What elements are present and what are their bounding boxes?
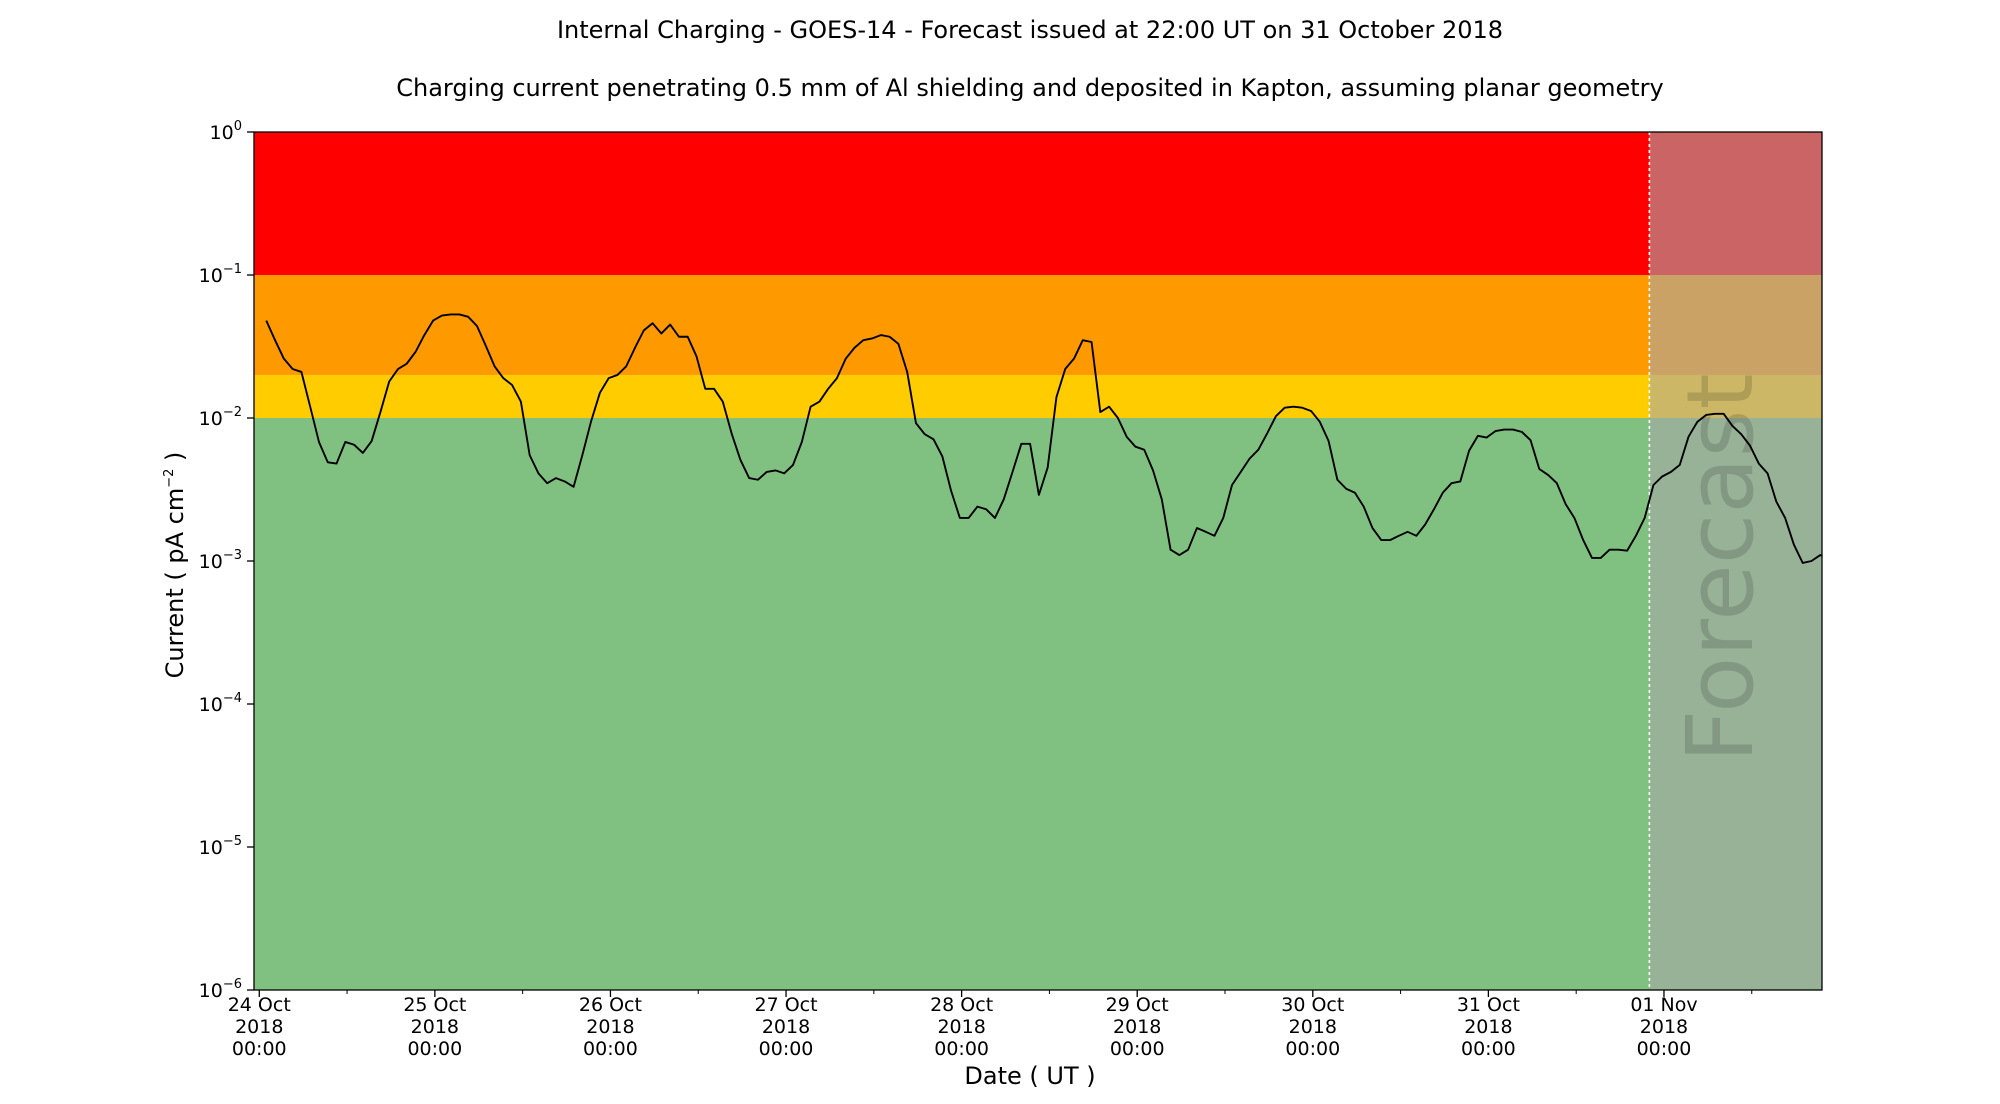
x-tick-label: 2018	[411, 1016, 459, 1038]
chart-subtitle: Charging current penetrating 0.5 mm of A…	[396, 74, 1664, 102]
x-tick-label: 2018	[1464, 1016, 1512, 1038]
y-tick-label: 10−5	[199, 834, 242, 859]
y-axis-label-end: )	[161, 452, 189, 469]
data-series	[265, 313, 1822, 564]
x-tick-label: 2018	[1640, 1016, 1688, 1038]
x-tick-label: 2018	[1289, 1016, 1337, 1038]
forecast-region: Forecast	[1648, 132, 1822, 990]
x-tick-label: 2018	[762, 1016, 810, 1038]
y-tick-label: 10−4	[199, 691, 242, 716]
band-yellow	[254, 374, 1822, 418]
band-green	[254, 418, 1822, 990]
forecast-label: Forecast	[1667, 373, 1774, 762]
x-tick-label: 2018	[235, 1016, 283, 1038]
x-tick-label: 2018	[937, 1016, 985, 1038]
x-tick-label: 01 Nov	[1630, 994, 1697, 1016]
x-axis-label: Date ( UT )	[964, 1062, 1095, 1090]
x-tick-label: 26 Oct	[579, 994, 642, 1016]
x-tick-label: 28 Oct	[930, 994, 993, 1016]
x-tick-label: 00:00	[759, 1038, 814, 1060]
x-tick-label: 00:00	[583, 1038, 638, 1060]
y-tick-label: 10−1	[199, 262, 242, 287]
x-tick-label: 00:00	[407, 1038, 462, 1060]
y-axis-label-exponent: −2	[162, 469, 177, 488]
y-axis-label: Current ( pA cm−2 )	[161, 452, 189, 679]
x-tick-label: 00:00	[1461, 1038, 1516, 1060]
y-ticks: 10−6 10−5 10−4 10−3 10−2 10−1 100	[199, 119, 254, 1002]
x-tick-label: 24 Oct	[228, 994, 291, 1016]
x-tick-label: 27 Oct	[754, 994, 817, 1016]
x-tick-label: 00:00	[1285, 1038, 1340, 1060]
x-tick-label: 29 Oct	[1106, 994, 1169, 1016]
band-red	[254, 132, 1822, 275]
y-tick-label: 10−6	[199, 977, 242, 1002]
chart-title: Internal Charging - GOES-14 - Forecast i…	[557, 16, 1503, 44]
y-tick-label: 10−2	[199, 405, 242, 430]
threshold-bands	[254, 132, 1822, 990]
forecast-overlay	[1649, 132, 1822, 990]
x-tick-label: 25 Oct	[403, 994, 466, 1016]
x-tick-label: 2018	[1113, 1016, 1161, 1038]
x-tick-label: 00:00	[1110, 1038, 1165, 1060]
x-tick-label: 31 Oct	[1457, 994, 1520, 1016]
y-axis-label-main: Current ( pA cm	[161, 488, 189, 679]
x-tick-label: 00:00	[934, 1038, 989, 1060]
x-tick-label: 30 Oct	[1281, 994, 1344, 1016]
y-tick-label: 10−3	[199, 548, 242, 573]
x-tick-label: 2018	[586, 1016, 634, 1038]
series-line-0	[265, 313, 1822, 564]
x-tick-label: 00:00	[232, 1038, 287, 1060]
y-tick-label: 100	[210, 119, 242, 144]
x-tick-label: 00:00	[1637, 1038, 1692, 1060]
band-orange	[254, 275, 1822, 375]
